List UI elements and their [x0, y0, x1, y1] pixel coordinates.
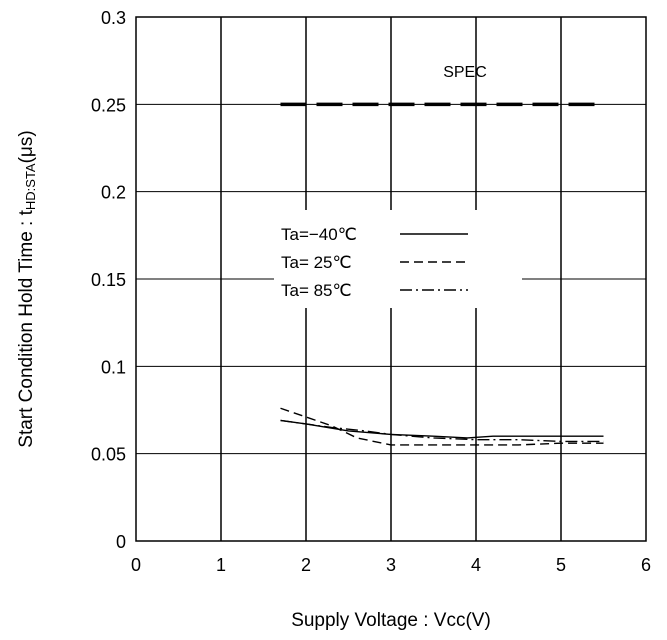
y-tick-label: 0.1 [101, 357, 126, 377]
x-tick-label: 0 [131, 555, 141, 575]
spec-group: SPEC [280, 64, 604, 107]
x-tick-label: 6 [641, 555, 651, 575]
y-axis-label-main: Start Condition Hold Time : t [16, 209, 37, 447]
y-axis-label-sub: HD:STA [23, 163, 38, 210]
plot-frame [135, 16, 647, 542]
y-tick-label: 0 [116, 532, 126, 552]
y-tick-label: 0.15 [91, 270, 126, 290]
spec-label: SPEC [443, 64, 487, 81]
legend-label-0: Ta=−40℃ [281, 225, 357, 244]
legend-label-2: Ta= 85℃ [281, 281, 352, 300]
y-axis-label: Start Condition Hold Time : tHD:STA(μs) [16, 130, 38, 447]
y-tick-labels: 0 0.05 0.1 0.15 0.2 0.25 0.3 [91, 8, 126, 552]
x-tick-label: 5 [556, 555, 566, 575]
x-tick-labels: 0 1 2 3 4 5 6 [131, 555, 651, 575]
legend-label-1: Ta= 25℃ [281, 253, 352, 272]
legend-background [274, 210, 522, 308]
legend: Ta=−40℃ Ta= 25℃ Ta= 85℃ [274, 210, 522, 308]
x-tick-label: 2 [301, 555, 311, 575]
series-line-0 [280, 419, 604, 439]
x-tick-label: 1 [216, 555, 226, 575]
y-tick-label: 0.25 [91, 95, 126, 115]
series-group [280, 407, 604, 446]
x-tick-label: 4 [471, 555, 481, 575]
series-line-2 [280, 419, 604, 443]
y-tick-label: 0.3 [101, 8, 126, 28]
y-axis-label-unit: (μs) [16, 130, 37, 163]
x-axis-label: Supply Voltage : Vcc(V) [291, 610, 491, 631]
y-tick-label: 0.2 [101, 183, 126, 203]
x-tick-label: 3 [386, 555, 396, 575]
y-tick-label: 0.05 [91, 445, 126, 465]
